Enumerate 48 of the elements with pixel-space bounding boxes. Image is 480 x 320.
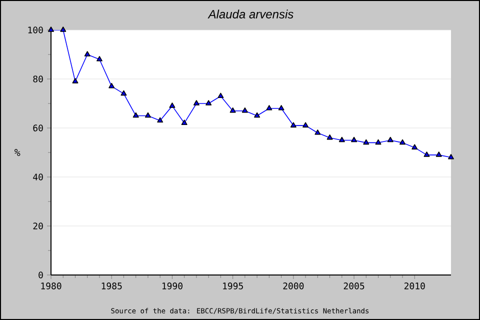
point (230, 107, 236, 113)
x-tick-label: 2010 (404, 282, 425, 290)
x-tick-label: 1980 (41, 282, 62, 290)
y-tick-label: 20 (33, 222, 43, 230)
point (108, 82, 115, 88)
point (436, 152, 442, 157)
x-tick-label: 1995 (223, 282, 243, 290)
point (254, 112, 260, 118)
x-tick-label: 1990 (162, 282, 182, 290)
point (132, 112, 139, 118)
x-tick-label: 2005 (344, 282, 364, 290)
point (326, 134, 333, 140)
point (363, 139, 370, 145)
point (266, 104, 272, 110)
point (84, 51, 90, 56)
point (290, 122, 296, 128)
point (412, 144, 418, 150)
point (302, 122, 309, 128)
point (157, 117, 164, 123)
point (351, 136, 358, 142)
point (338, 136, 345, 142)
chart-title: Alauda arvensis (208, 10, 294, 18)
point (206, 100, 212, 106)
point (169, 102, 176, 108)
point (72, 78, 78, 84)
point (193, 100, 200, 106)
point (448, 154, 454, 160)
point (278, 104, 284, 110)
y-tick-label: 80 (33, 76, 43, 82)
point (181, 120, 188, 125)
y-tick-label: 40 (33, 174, 43, 180)
point (120, 90, 127, 96)
x-tick-label: 2000 (283, 282, 304, 290)
point (314, 129, 321, 135)
y-tick-label: 0 (38, 272, 43, 278)
x-tick-label: 1985 (102, 282, 122, 290)
y-tick-label: 100 (28, 26, 43, 34)
point (375, 139, 382, 145)
point (424, 152, 430, 157)
y-axis-title: % (14, 148, 20, 156)
point (144, 112, 151, 118)
y-tick-label: 60 (33, 124, 43, 132)
point (387, 136, 394, 142)
point (242, 107, 248, 113)
point (60, 26, 66, 32)
point (96, 56, 102, 62)
point (218, 92, 224, 98)
point (400, 139, 406, 145)
